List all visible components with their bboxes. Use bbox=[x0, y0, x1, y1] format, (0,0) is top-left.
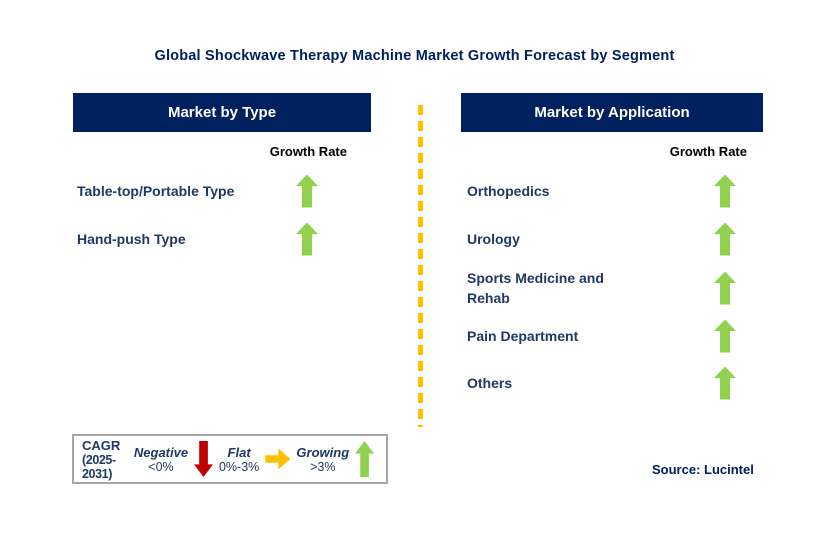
segment-label: Sports Medicine and Rehab bbox=[467, 270, 604, 306]
panel-market-by-application: Market by Application Growth Rate Orthop… bbox=[461, 93, 763, 438]
up-arrow-icon bbox=[714, 319, 736, 353]
growth-rate-label-left: Growth Rate bbox=[269, 144, 347, 159]
up-arrow-icon bbox=[296, 174, 318, 208]
growth-cell bbox=[713, 174, 737, 208]
panel-header-market-by-type: Market by Type bbox=[73, 93, 371, 132]
legend-entry-range: >3% bbox=[310, 459, 336, 474]
panel-market-by-type: Market by Type Growth Rate Table-top/Por… bbox=[73, 93, 371, 438]
legend-entry-growing: Growing >3% bbox=[296, 445, 349, 474]
growth-cell bbox=[713, 366, 737, 400]
legend-cagr-block: CAGR (2025-2031) bbox=[82, 438, 134, 481]
up-arrow-icon bbox=[714, 366, 736, 400]
growth-cell bbox=[295, 174, 319, 208]
growth-cell bbox=[713, 222, 737, 256]
segment-label: Orthopedics bbox=[467, 183, 550, 199]
source-attribution: Source: Lucintel bbox=[652, 462, 754, 477]
table-row: Hand-push Type bbox=[73, 221, 371, 257]
chart-title: Global Shockwave Therapy Machine Market … bbox=[154, 48, 675, 64]
legend-entry-flat: Flat 0%-3% bbox=[219, 445, 259, 474]
table-row: Table-top/Portable Type bbox=[73, 173, 371, 209]
table-row: Others bbox=[461, 365, 763, 401]
segment-label: Urology bbox=[467, 231, 520, 247]
segment-label: Pain Department bbox=[467, 328, 579, 344]
legend-entry-label: Negative bbox=[133, 444, 189, 460]
panel-header-market-by-application: Market by Application bbox=[461, 93, 763, 132]
table-row: Orthopedics bbox=[461, 173, 763, 209]
segment-label: Hand-push Type bbox=[77, 231, 186, 247]
up-arrow-icon bbox=[714, 271, 736, 305]
down-arrow-icon bbox=[194, 441, 213, 477]
legend-cagr-period: (2025-2031) bbox=[82, 452, 116, 481]
legend-entry-range: 0%-3% bbox=[218, 459, 260, 474]
dashed-divider bbox=[418, 105, 423, 427]
growth-cell bbox=[713, 271, 737, 305]
segment-label: Table-top/Portable Type bbox=[77, 183, 235, 199]
up-arrow-icon bbox=[714, 174, 736, 208]
growth-rate-label-right: Growth Rate bbox=[669, 144, 747, 159]
right-arrow-icon bbox=[265, 448, 291, 470]
cagr-legend: CAGR (2025-2031) Negative <0% Flat 0%-3%… bbox=[72, 434, 388, 484]
growth-cell bbox=[713, 319, 737, 353]
segment-label: Others bbox=[467, 375, 513, 391]
legend-entry-range: <0% bbox=[148, 459, 174, 474]
growth-cell bbox=[295, 222, 319, 256]
table-row: Pain Department bbox=[461, 318, 763, 354]
up-arrow-icon bbox=[714, 222, 736, 256]
table-row: Sports Medicine and Rehab bbox=[461, 268, 763, 308]
legend-cagr-label: CAGR bbox=[82, 437, 121, 453]
up-arrow-icon bbox=[296, 222, 318, 256]
legend-entry-label: Flat bbox=[227, 444, 251, 460]
legend-entry-label: Growing bbox=[296, 444, 350, 460]
table-row: Urology bbox=[461, 221, 763, 257]
legend-entry-negative: Negative <0% bbox=[134, 445, 188, 474]
up-arrow-icon bbox=[355, 441, 375, 477]
